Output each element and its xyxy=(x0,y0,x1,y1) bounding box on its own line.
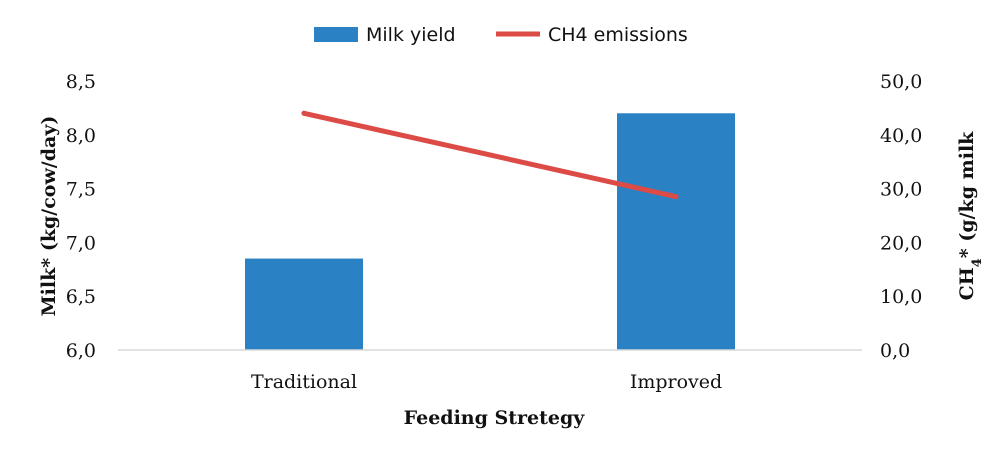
y2-tick-label: 50,0 xyxy=(880,71,922,93)
x-tick-label: Traditional xyxy=(251,371,357,393)
y2-tick-label: 40,0 xyxy=(880,125,922,147)
point-ch4-traditional xyxy=(301,110,307,116)
y-tick-label: 8,0 xyxy=(66,125,96,147)
y2-tick-label: 20,0 xyxy=(880,232,922,254)
x-tick-label: Improved xyxy=(630,371,722,393)
plot-area: 6,0 6,5 7,0 7,5 8,0 8,5 0,0 10,0 20,0 30,0 40,0 50,… xyxy=(66,71,923,393)
y-tick-label: 7,5 xyxy=(66,179,96,201)
legend-label-ch4-emissions: CH4 emissions xyxy=(548,24,688,46)
y-axis-title: Milk* (kg/cow/day) xyxy=(38,116,60,317)
line-ch4-emissions xyxy=(301,110,679,200)
y-tick-label: 6,0 xyxy=(66,340,96,362)
point-ch4-improved xyxy=(673,194,679,200)
y-tick-label: 8,5 xyxy=(66,71,96,93)
x-axis-title: Feeding Stretegy xyxy=(404,407,586,429)
y2-tick-label: 10,0 xyxy=(880,286,922,308)
legend-label-milk-yield: Milk yield xyxy=(366,24,456,46)
legend: Milk yield CH4 emissions xyxy=(314,24,688,46)
y2-tick-label: 0,0 xyxy=(880,340,910,362)
bar-traditional xyxy=(245,258,363,350)
y-tick-label: 7,0 xyxy=(66,232,96,254)
y-tick-label: 6,5 xyxy=(66,286,96,308)
bar-improved xyxy=(617,113,735,350)
y2-axis-title: CH4* (g/kg milk xyxy=(956,131,985,300)
legend-swatch-milk-yield xyxy=(314,27,358,42)
y2-tick-label: 30,0 xyxy=(880,179,922,201)
